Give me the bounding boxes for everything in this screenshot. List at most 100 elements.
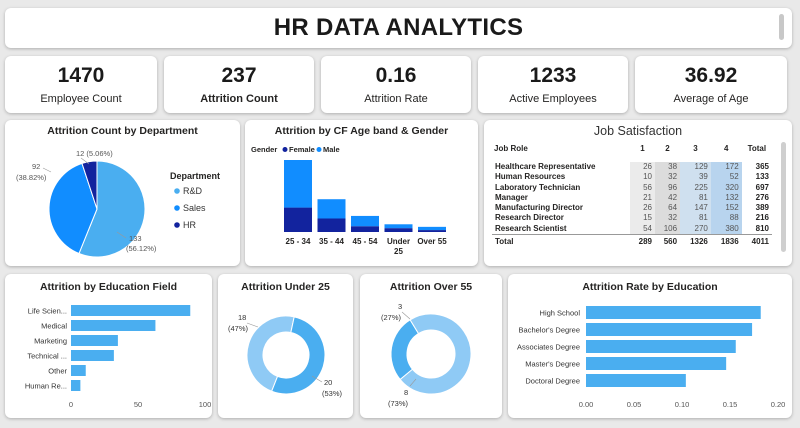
column-header[interactable]: 1 <box>640 144 645 153</box>
x-tick-label: 100 <box>199 400 212 409</box>
donut-slice-1[interactable] <box>390 319 420 381</box>
bar-male[interactable] <box>284 160 312 208</box>
y-tick-label: Bachelor's Degree <box>519 326 580 335</box>
bar[interactable] <box>586 323 753 336</box>
table-row[interactable]: Healthcare Representative 26 38 129 172 365 <box>492 162 772 173</box>
table-cell: 15 <box>629 213 655 224</box>
department-pie-card: Attrition Count by Department 12 (5.06%)… <box>5 120 240 266</box>
legend-label-sales: Sales <box>183 203 206 213</box>
bar-male[interactable] <box>317 199 346 219</box>
total-cell: 1836 <box>710 234 742 250</box>
pie-slice-rd[interactable] <box>78 160 146 258</box>
table-cell: 10 <box>629 172 655 183</box>
table-cell: 152 <box>710 203 742 214</box>
y-tick-label: Master's Degree <box>525 360 580 369</box>
table-cell: 81 <box>680 213 711 224</box>
table-row[interactable]: Manufacturing Director 26 64 147 152 389 <box>492 203 772 214</box>
table-cell: 39 <box>680 172 711 183</box>
table-row[interactable]: Manager 21 42 81 132 276 <box>492 192 772 204</box>
legend-title: Gender <box>251 145 277 154</box>
table-row[interactable]: Research Scientist 54 106 270 380 810 <box>492 223 772 235</box>
donut-label-value: 8 <box>404 388 408 397</box>
row-label: Laboratory Technician <box>495 182 581 192</box>
y-tick-label: Marketing <box>34 337 67 346</box>
kpi-label: Attrition Count <box>200 93 278 105</box>
kpi-value: 0.16 <box>375 64 417 87</box>
table-row[interactable]: Laboratory Technician 56 96 225 320 697 <box>492 182 772 193</box>
table-cell: 52 <box>710 172 742 183</box>
donut-slice-2[interactable] <box>270 316 326 395</box>
table-row[interactable]: Research Director 15 32 81 88 216 <box>492 213 772 224</box>
row-label: Research Scientist <box>495 223 567 233</box>
total-cell: 289 <box>629 234 655 250</box>
leader-line <box>116 231 127 239</box>
column-header[interactable]: Total <box>747 144 767 153</box>
department-pie-chart: 12 (5.06%) 92 (38.82%) 133 (56.12%) Depa… <box>16 149 220 258</box>
table-cell: 132 <box>710 192 742 204</box>
table-row[interactable]: Human Resources 10 32 39 52 133 <box>492 172 772 183</box>
column-header[interactable]: 2 <box>665 144 670 153</box>
bar-female[interactable] <box>418 230 446 232</box>
bar[interactable] <box>586 306 761 319</box>
legend-marker-female <box>282 147 288 152</box>
bar[interactable] <box>71 380 81 391</box>
column-header[interactable]: 3 <box>693 144 698 153</box>
donut-slice-2[interactable] <box>399 313 472 395</box>
x-tick-label: 0.10 <box>675 400 690 409</box>
bar[interactable] <box>71 335 118 346</box>
bar-male[interactable] <box>351 215 379 227</box>
legend-marker-hr <box>174 222 180 228</box>
bar-male[interactable] <box>384 224 413 229</box>
table-cell: 26 <box>629 203 655 214</box>
y-tick-label: Associates Degree <box>517 343 580 352</box>
table-cell: 380 <box>710 223 742 235</box>
bar-female[interactable] <box>351 226 379 232</box>
chart-title: Attrition Under 25 <box>241 281 330 293</box>
bar-male[interactable] <box>418 226 446 231</box>
table-cell: 32 <box>655 172 681 183</box>
total-cell: Total <box>492 234 630 250</box>
over55-card: Attrition Over 55 3 (27%) 8 (73%) <box>360 274 502 418</box>
bar[interactable] <box>71 320 156 331</box>
table-cell: 56 <box>629 182 655 193</box>
x-tick-label: 25 - 34 <box>286 237 311 246</box>
y-tick-label: High School <box>540 309 581 318</box>
donut-label-value: 3 <box>398 302 402 311</box>
bar[interactable] <box>586 374 686 387</box>
x-tick-label: 35 - 44 <box>319 237 344 246</box>
pie-slice-hr[interactable] <box>81 160 98 210</box>
kpi-label: Attrition Rate <box>364 93 428 105</box>
table-cell: 270 <box>680 223 711 235</box>
pie-slice-sales[interactable] <box>48 162 98 255</box>
scrollbar[interactable] <box>779 14 784 40</box>
kpi-value: 237 <box>221 64 257 87</box>
table-cell: 42 <box>655 192 681 204</box>
education-rate-chart: High School Bachelor's Degree Associates D… <box>517 306 785 409</box>
chart-title: Attrition Over 55 <box>389 281 473 293</box>
total-row: Total 289 560 1326 1836 4011 <box>492 234 772 250</box>
education-field-card: Attrition by Education Field Life Scien.… <box>5 274 212 418</box>
over55-donut-chart: 3 (27%) 8 (73%) <box>381 302 472 408</box>
table-cell: 365 <box>755 162 769 171</box>
donut-label-pct: (53%) <box>322 389 343 398</box>
column-header[interactable]: Job Role <box>494 144 528 153</box>
column-header[interactable]: 4 <box>724 144 729 153</box>
donut-slice-1[interactable] <box>246 315 295 392</box>
bar[interactable] <box>71 365 86 376</box>
bar[interactable] <box>71 305 191 316</box>
bar[interactable] <box>586 340 736 353</box>
bar-female[interactable] <box>284 207 312 232</box>
x-tick-label: 50 <box>134 400 142 409</box>
bar-female[interactable] <box>384 228 413 232</box>
bar-female[interactable] <box>317 218 346 233</box>
pie-label-sales-value: 92 <box>32 162 40 171</box>
total-cell: 4011 <box>741 234 772 250</box>
bar[interactable] <box>71 350 114 361</box>
x-tick-label: 0.05 <box>627 400 642 409</box>
job-satisfaction-card: Job Satisfaction Job Role 1 2 3 4 Total Healt… <box>484 120 792 266</box>
table-scrollbar[interactable] <box>781 142 786 252</box>
x-tick-label: 0 <box>69 400 73 409</box>
total-cell: 1326 <box>680 234 711 250</box>
bar[interactable] <box>586 357 727 370</box>
x-tick-label: Under <box>387 237 410 246</box>
